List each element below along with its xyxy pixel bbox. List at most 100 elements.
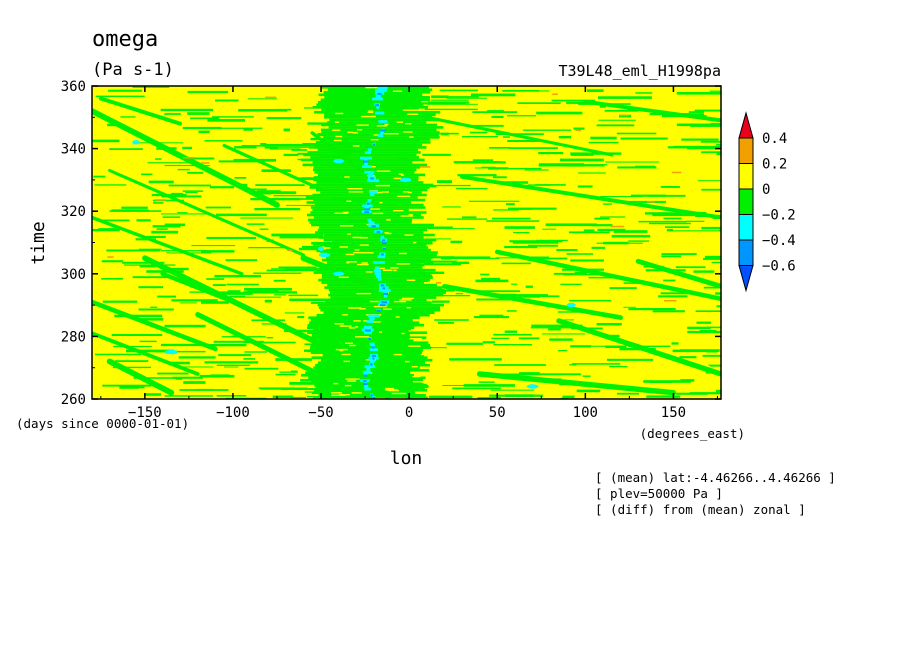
green-streak [164,113,181,115]
green-streak [676,92,721,95]
cyan-core [368,173,374,177]
run-label: T39L48_eml_H1998pa [558,62,721,80]
cyan-core [375,94,381,98]
cyan-core [362,204,373,208]
convective-green [323,136,440,139]
green-streak [571,363,621,365]
cyan-core [366,320,374,323]
green-streak [507,115,536,117]
yellow-gap [352,132,358,134]
green-streak [716,152,721,156]
green-streak [439,89,478,92]
green-streak [434,319,469,321]
green-streak [479,314,504,317]
convective-green [325,248,431,252]
convective-green [320,243,427,247]
yellow-gap [344,384,352,387]
green-streak [519,372,540,375]
green-streak [496,294,548,297]
green-streak [279,371,298,373]
colorbar-segment [738,137,754,164]
yellow-gap [373,305,387,308]
orange-spot [107,256,114,258]
green-streak [504,245,538,249]
convective-green [312,161,413,164]
cyan-core [372,97,383,101]
green-streak [247,98,278,100]
yellow-gap [374,267,385,270]
blue-core [372,354,377,357]
yellow-gap [413,109,420,111]
yellow-gap [384,123,389,126]
propagating-band [108,168,305,257]
green-streak [658,295,688,298]
green-streak [524,169,549,171]
green-streak [109,210,162,212]
green-streak [611,235,651,238]
colorbar-label: −0.2 [762,208,796,224]
green-streak [607,358,654,361]
green-streak [570,153,594,156]
propagating-band [476,371,677,396]
green-streak [156,228,168,230]
cyan-core [369,348,378,352]
green-streak [204,140,243,142]
blue-core [371,225,376,228]
blue-core [381,253,384,256]
green-streak [302,177,324,180]
annotation-plev: [ plev=50000 Pa ] [595,486,723,501]
green-streak [442,385,468,386]
cyan-patch [333,158,345,164]
green-streak [260,387,308,390]
green-streak [703,286,721,289]
orange-spot [619,114,629,117]
green-streak [132,86,170,88]
green-streak [558,350,568,352]
green-streak [429,185,437,188]
x-axis: −150 −100 −50 0 50 100 150 [100,86,718,421]
green-streak [617,392,639,395]
propagating-band [92,299,218,352]
orange-spot [575,129,581,132]
convective-green [317,228,428,232]
green-streak [701,151,721,154]
green-streak [538,164,580,167]
green-streak [212,116,254,118]
yellow-gap [345,342,353,344]
convective-green [308,316,420,319]
green-streak [473,316,509,319]
chart-title: omega [92,27,158,52]
yellow-gap [361,262,368,264]
green-streak [155,158,162,160]
yellow-gap [346,262,350,264]
cyan-core [380,131,385,135]
convective-green [328,126,444,129]
yellow-gap [353,320,361,322]
yellow-gap [331,392,342,394]
blue-core [370,394,373,397]
green-streak [168,184,211,187]
green-streak [164,395,213,397]
green-streak [527,184,551,186]
yellow-gap [367,111,374,113]
green-streak [210,374,230,377]
green-streak [311,241,342,245]
green-streak [297,316,305,319]
green-streak [114,314,163,318]
blue-core [364,329,371,332]
yellow-gap [406,279,416,281]
convective-green [319,226,434,229]
green-streak [161,343,209,347]
green-streak [463,384,515,387]
green-streak [489,147,511,149]
yellow-gap [345,253,355,256]
green-streak [190,117,220,120]
cyan-core [378,120,388,123]
green-streak [227,290,241,293]
green-streak [423,226,453,229]
green-streak [160,108,213,112]
convective-green [312,193,427,197]
green-streak [649,381,673,383]
green-streak [244,367,279,370]
blue-core [373,143,376,146]
